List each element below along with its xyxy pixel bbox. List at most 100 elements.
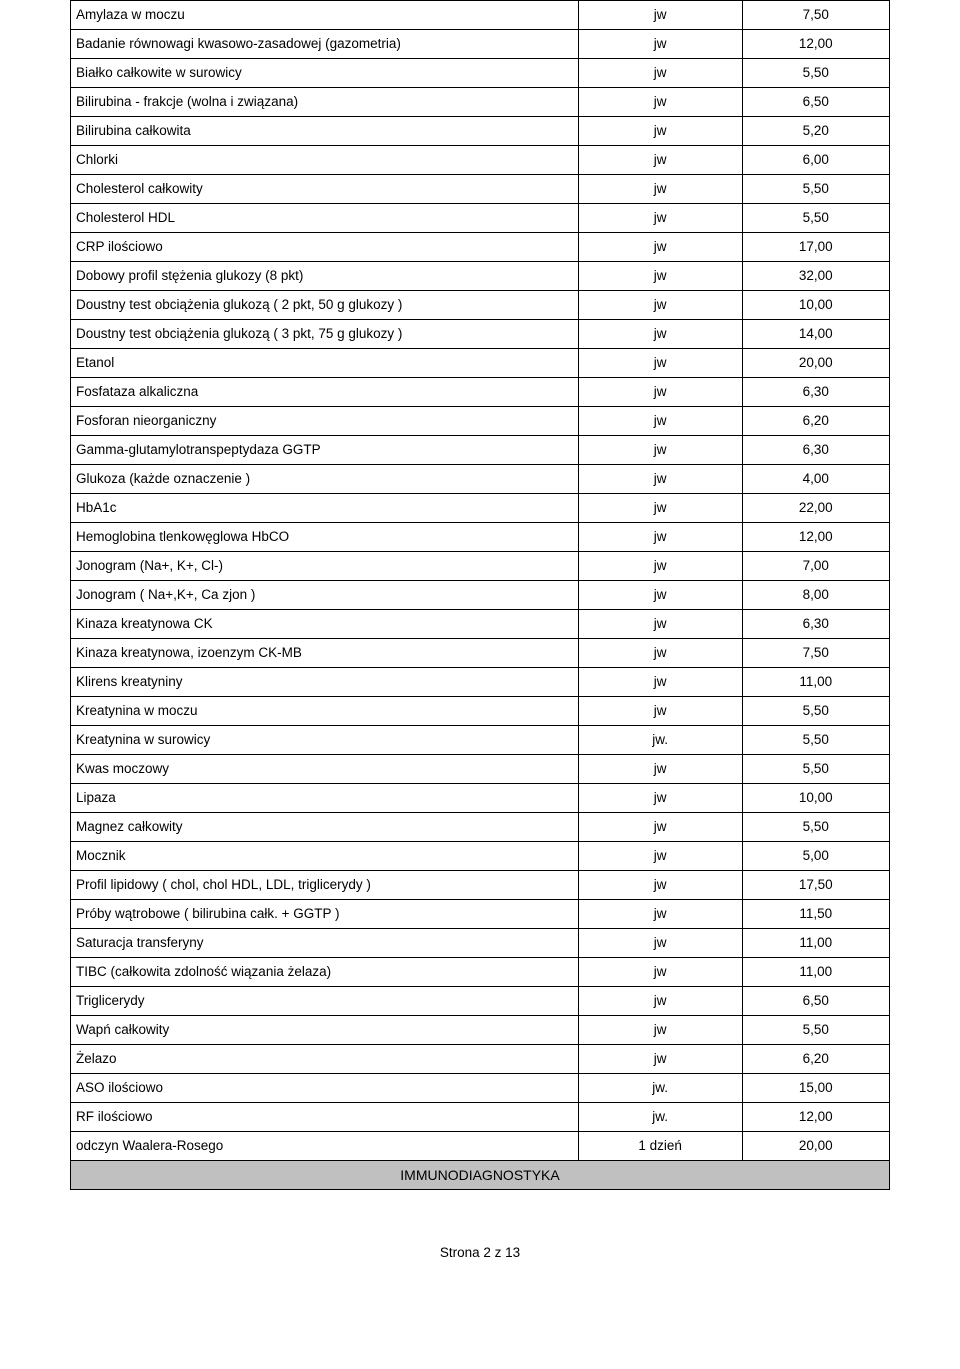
cell-name: Chlorki (71, 146, 579, 175)
cell-source: jw (578, 1, 742, 30)
cell-source: jw (578, 349, 742, 378)
cell-value: 6,00 (742, 146, 889, 175)
table-row: Kreatynina w surowicyjw.5,50 (71, 726, 890, 755)
table-row: RF ilościowojw.12,00 (71, 1103, 890, 1132)
cell-name: TIBC (całkowita zdolność wiązania żelaza… (71, 958, 579, 987)
table-row: Bilirubina - frakcje (wolna i związana)j… (71, 88, 890, 117)
cell-source: jw (578, 784, 742, 813)
cell-source: jw (578, 1045, 742, 1074)
cell-source: jw (578, 929, 742, 958)
cell-name: odczyn Waalera-Rosego (71, 1132, 579, 1161)
cell-source: jw (578, 175, 742, 204)
cell-source: jw (578, 610, 742, 639)
cell-value: 5,50 (742, 1016, 889, 1045)
table-row: Klirens kreatyninyjw11,00 (71, 668, 890, 697)
table-row: HbA1cjw22,00 (71, 494, 890, 523)
cell-value: 12,00 (742, 523, 889, 552)
cell-value: 7,00 (742, 552, 889, 581)
table-row: CRP ilościowojw17,00 (71, 233, 890, 262)
cell-value: 6,50 (742, 88, 889, 117)
table-row: Amylaza w moczujw7,50 (71, 1, 890, 30)
cell-name: Kinaza kreatynowa CK (71, 610, 579, 639)
table-row: Badanie równowagi kwasowo-zasadowej (gaz… (71, 30, 890, 59)
cell-value: 6,20 (742, 1045, 889, 1074)
cell-name: Kreatynina w surowicy (71, 726, 579, 755)
cell-value: 11,00 (742, 929, 889, 958)
page-footer: Strona 2 z 13 (70, 1245, 890, 1260)
table-row: Doustny test obciążenia glukozą ( 2 pkt,… (71, 291, 890, 320)
cell-name: Wapń całkowity (71, 1016, 579, 1045)
cell-source: jw (578, 813, 742, 842)
cell-name: Kreatynina w moczu (71, 697, 579, 726)
cell-name: Klirens kreatyniny (71, 668, 579, 697)
cell-source: jw (578, 436, 742, 465)
cell-source: jw. (578, 1074, 742, 1103)
cell-name: Hemoglobina tlenkowęglowa HbCO (71, 523, 579, 552)
cell-source: jw (578, 204, 742, 233)
cell-value: 5,50 (742, 726, 889, 755)
cell-name: Próby wątrobowe ( bilirubina całk. + GGT… (71, 900, 579, 929)
cell-source: jw (578, 320, 742, 349)
table-row: TIBC (całkowita zdolność wiązania żelaza… (71, 958, 890, 987)
cell-source: jw (578, 407, 742, 436)
table-row: Wapń całkowityjw5,50 (71, 1016, 890, 1045)
cell-name: Cholesterol HDL (71, 204, 579, 233)
cell-value: 20,00 (742, 1132, 889, 1161)
table-row: odczyn Waalera-Rosego1 dzień20,00 (71, 1132, 890, 1161)
cell-source: jw (578, 871, 742, 900)
cell-value: 5,20 (742, 117, 889, 146)
page: Amylaza w moczujw7,50Badanie równowagi k… (0, 0, 960, 1300)
cell-value: 12,00 (742, 1103, 889, 1132)
cell-value: 5,00 (742, 842, 889, 871)
cell-source: jw (578, 378, 742, 407)
cell-name: Bilirubina - frakcje (wolna i związana) (71, 88, 579, 117)
price-table-body: Amylaza w moczujw7,50Badanie równowagi k… (71, 1, 890, 1190)
cell-name: Mocznik (71, 842, 579, 871)
cell-name: Doustny test obciążenia glukozą ( 2 pkt,… (71, 291, 579, 320)
table-row: Żelazojw6,20 (71, 1045, 890, 1074)
table-row: Mocznikjw5,00 (71, 842, 890, 871)
cell-source: jw (578, 146, 742, 175)
table-row: Fosfataza alkalicznajw6,30 (71, 378, 890, 407)
cell-value: 6,30 (742, 436, 889, 465)
cell-source: jw (578, 842, 742, 871)
cell-value: 4,00 (742, 465, 889, 494)
cell-value: 6,20 (742, 407, 889, 436)
cell-value: 5,50 (742, 175, 889, 204)
cell-name: RF ilościowo (71, 1103, 579, 1132)
cell-value: 5,50 (742, 755, 889, 784)
cell-name: Gamma-glutamylotranspeptydaza GGTP (71, 436, 579, 465)
cell-name: Saturacja transferyny (71, 929, 579, 958)
cell-name: Kwas moczowy (71, 755, 579, 784)
cell-source: jw (578, 987, 742, 1016)
table-row: Jonogram ( Na+,K+, Ca zjon )jw8,00 (71, 581, 890, 610)
cell-name: Fosforan nieorganiczny (71, 407, 579, 436)
cell-value: 5,50 (742, 204, 889, 233)
cell-value: 5,50 (742, 697, 889, 726)
cell-value: 12,00 (742, 30, 889, 59)
cell-source: jw (578, 523, 742, 552)
cell-value: 6,30 (742, 610, 889, 639)
cell-source: jw (578, 117, 742, 146)
cell-value: 11,50 (742, 900, 889, 929)
cell-source: jw (578, 958, 742, 987)
table-row: Lipazajw10,00 (71, 784, 890, 813)
cell-name: Triglicerydy (71, 987, 579, 1016)
cell-value: 10,00 (742, 784, 889, 813)
table-row: Triglicerydyjw6,50 (71, 987, 890, 1016)
table-row: Chlorkijw6,00 (71, 146, 890, 175)
cell-value: 20,00 (742, 349, 889, 378)
cell-source: jw (578, 697, 742, 726)
table-row: Cholesterol HDLjw5,50 (71, 204, 890, 233)
cell-source: jw (578, 494, 742, 523)
table-row: Kinaza kreatynowa CKjw6,30 (71, 610, 890, 639)
table-row: Magnez całkowityjw5,50 (71, 813, 890, 842)
section-row: IMMUNODIAGNOSTYKA (71, 1161, 890, 1190)
cell-value: 17,00 (742, 233, 889, 262)
table-row: ASO ilościowojw.15,00 (71, 1074, 890, 1103)
cell-value: 5,50 (742, 59, 889, 88)
cell-value: 15,00 (742, 1074, 889, 1103)
cell-value: 10,00 (742, 291, 889, 320)
cell-name: Bilirubina całkowita (71, 117, 579, 146)
cell-value: 8,00 (742, 581, 889, 610)
